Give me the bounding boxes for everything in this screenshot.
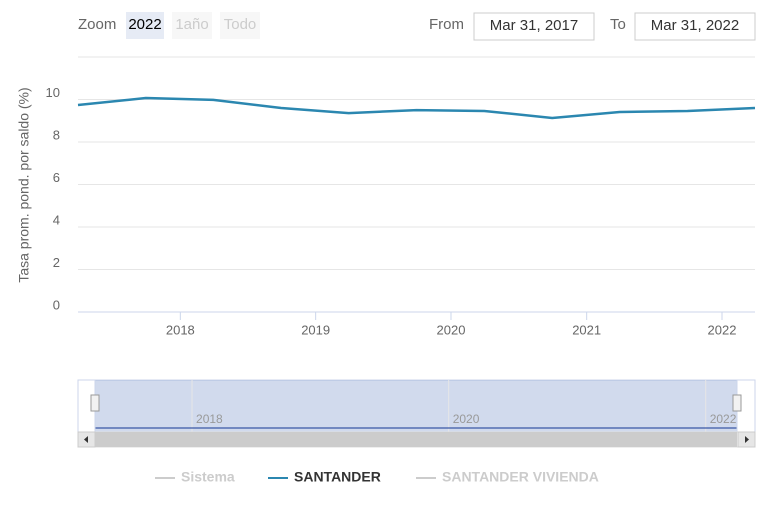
series-line <box>77 96 756 120</box>
navigator-handle[interactable] <box>732 394 742 412</box>
navigator-mask <box>95 380 737 432</box>
navigator-bg <box>77 379 756 433</box>
y-axis-title: Tasa prom. pond. por saldo (%) <box>16 87 32 282</box>
y-tick-label: 10 <box>46 85 60 100</box>
x-tick-label: 2020 <box>437 322 466 337</box>
scroll-arrow <box>84 436 88 443</box>
zoom-button[interactable] <box>126 12 164 39</box>
to-input[interactable] <box>634 12 756 41</box>
zoom-button-label[interactable]: 2022 <box>128 16 161 33</box>
x-tick-label: 2018 <box>166 322 195 337</box>
zoom-label: Zoom <box>78 16 116 33</box>
y-tick-label: 6 <box>53 170 60 185</box>
y-tick-label: 4 <box>53 212 60 227</box>
x-tick-label: 2022 <box>708 322 737 337</box>
y-tick-label: 2 <box>53 255 60 270</box>
x-tick-label: 2019 <box>301 322 330 337</box>
x-tick-label: 2021 <box>572 322 601 337</box>
navigator-tick-label: 2020 <box>453 412 480 426</box>
navigator-handle[interactable] <box>90 394 100 412</box>
scroll-arrow <box>745 436 749 443</box>
zoom-button[interactable] <box>220 12 260 39</box>
from-input[interactable] <box>473 12 595 41</box>
navigator-tick-label: 2022 <box>710 412 737 426</box>
to-label: To <box>610 16 626 33</box>
from-value[interactable]: Mar 31, 2017 <box>490 17 578 34</box>
zoom-button-label[interactable]: Todo <box>224 16 257 33</box>
navigator-tick-label: 2018 <box>196 412 223 426</box>
legend-item[interactable]: SANTANDER VIVIENDA <box>442 469 599 485</box>
scrollbar-thumb[interactable] <box>95 432 737 447</box>
legend-item[interactable]: Sistema <box>181 469 235 485</box>
y-tick-label: 0 <box>53 297 60 312</box>
to-value[interactable]: Mar 31, 2022 <box>651 17 739 34</box>
legend-item[interactable]: SANTANDER <box>294 469 381 485</box>
y-tick-label: 8 <box>53 127 60 142</box>
from-label: From <box>429 16 464 33</box>
zoom-button-label[interactable]: 1año <box>175 16 208 33</box>
zoom-button[interactable] <box>172 12 212 39</box>
